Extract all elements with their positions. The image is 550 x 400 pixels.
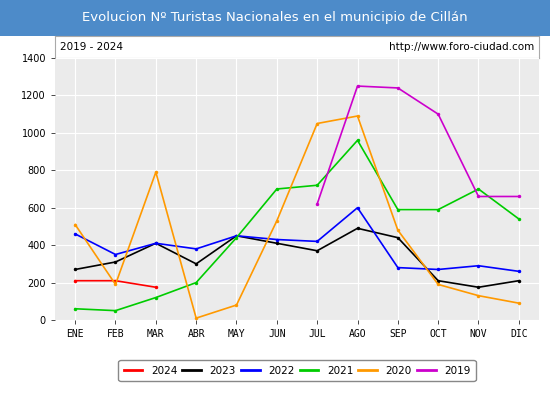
Text: Evolucion Nº Turistas Nacionales en el municipio de Cillán: Evolucion Nº Turistas Nacionales en el m… bbox=[82, 12, 468, 24]
Text: 2019 - 2024: 2019 - 2024 bbox=[60, 42, 123, 52]
Text: http://www.foro-ciudad.com: http://www.foro-ciudad.com bbox=[389, 42, 534, 52]
Legend: 2024, 2023, 2022, 2021, 2020, 2019: 2024, 2023, 2022, 2021, 2020, 2019 bbox=[118, 360, 476, 381]
